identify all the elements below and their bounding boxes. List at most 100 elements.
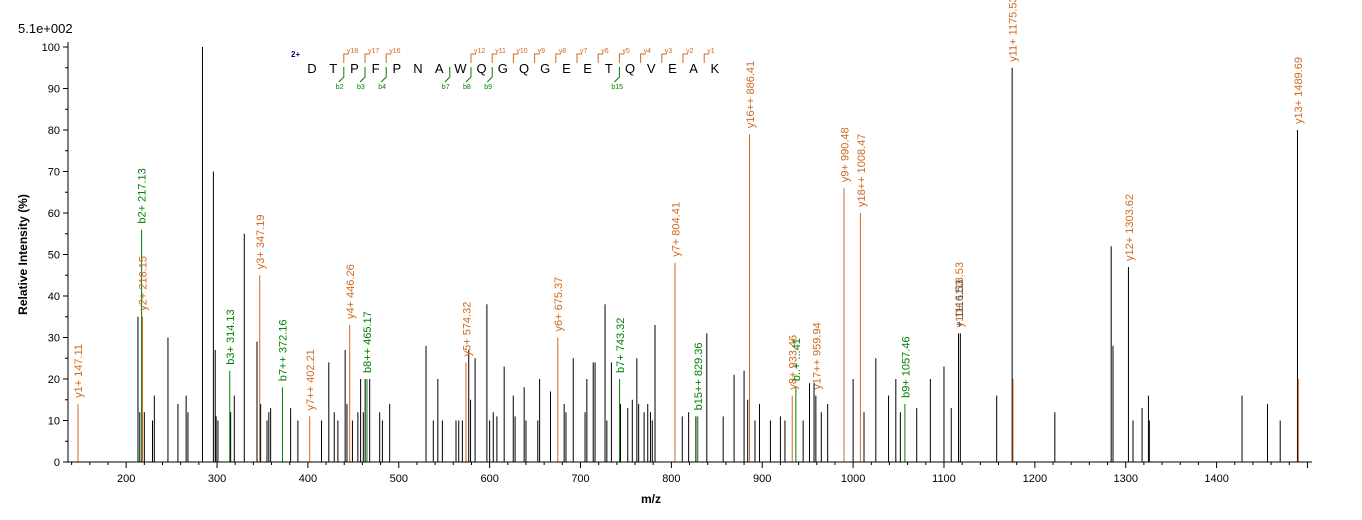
y-ion-bracket	[618, 53, 625, 63]
y-tick-label: 80	[48, 125, 60, 137]
sequence-residue: A	[689, 61, 698, 76]
y-ion-label: y16	[389, 48, 400, 55]
b-ion-label: b8	[463, 84, 471, 91]
y-ion-bracket	[682, 53, 688, 63]
b-ion-label: b15	[611, 84, 623, 91]
sequence-residue: E	[668, 61, 677, 76]
sequence-residue: P	[350, 61, 359, 76]
x-tick-label: 600	[480, 473, 498, 485]
y-ion-bracket	[343, 53, 349, 63]
sequence-residue: E	[583, 61, 592, 76]
y-ion-bracket	[534, 53, 540, 63]
sequence-residue: Q	[625, 61, 635, 76]
sequence-residue: N	[413, 61, 422, 76]
peak-label: b9+ 1057.46	[900, 336, 912, 397]
peak-series	[77, 47, 1299, 462]
peak-label: y12+ 1303.62	[1124, 194, 1136, 261]
y-ion-bracket	[555, 53, 561, 63]
y-ion-bracket	[661, 53, 667, 63]
y-ion-label: y3	[665, 48, 673, 55]
sequence-residue: E	[562, 61, 571, 76]
y-tick-label: 40	[48, 291, 60, 303]
y-tick-label: 60	[48, 208, 60, 220]
peak-label: b7+ 743.32	[615, 318, 627, 373]
y-ion-label: y18	[347, 48, 358, 55]
y-ion-bracket	[703, 53, 710, 63]
y-ion-bracket	[640, 53, 646, 63]
b-ion-bracket	[465, 67, 472, 83]
y-ion-label: y17	[368, 48, 379, 55]
x-tick-label: 700	[571, 473, 589, 485]
peak-label: b8++ 465.17	[362, 311, 374, 373]
y-ion-label: y12	[474, 48, 485, 55]
y-tick-label: 100	[42, 42, 60, 54]
y-tick-label: 10	[48, 416, 60, 428]
b-ion-bracket	[614, 67, 620, 83]
b-ion-label: b2	[336, 84, 344, 91]
peak-label: y1+ 147.11	[73, 344, 85, 398]
sequence-residue: F	[372, 61, 380, 76]
y-ion-bracket	[385, 53, 392, 63]
sequence-residue: D	[307, 61, 316, 76]
x-tick-label: 1300	[1113, 473, 1137, 485]
y-ion-label: y1	[707, 48, 715, 55]
peak-label: y3+ 347.19	[255, 215, 267, 270]
peak-label: y7+ 804.41	[670, 202, 682, 257]
axes: 0 10 20 30 40 50 60 70 80 90 100 200 300 400 500 600 700…	[42, 42, 1312, 485]
x-axis-title: m/z	[641, 492, 661, 506]
y-ion-bracket	[576, 53, 582, 63]
b-ion-bracket	[444, 67, 451, 83]
x-tick-label: 400	[299, 473, 317, 485]
peak-label: y11+ 1175.53	[1008, 0, 1020, 62]
peak-label: y6+ 675.37	[553, 277, 565, 332]
y-ion-bracket	[364, 53, 370, 63]
sequence-residue: A	[435, 61, 444, 76]
sequence-residue: T	[605, 61, 613, 76]
y-ion-bracket	[491, 53, 498, 63]
peak-label: y9+ 990.48	[839, 127, 851, 182]
y-ion-label: y9	[538, 48, 546, 55]
intensity-scale-label: 5.1e+002	[18, 21, 73, 36]
y-ion-bracket	[470, 53, 476, 63]
charge-state-label: 2+	[291, 50, 300, 59]
peak-label: y4+ 446.26	[345, 264, 357, 319]
peak-label: b2+ 217.13	[137, 168, 149, 223]
b-ion-label: b7	[442, 84, 450, 91]
x-tick-label: 800	[662, 473, 680, 485]
y-tick-label: 20	[48, 374, 60, 386]
y-axis-title: Relative Intensity (%)	[16, 194, 30, 315]
x-tick-label: 1200	[1023, 473, 1047, 485]
x-tick-label: 900	[753, 473, 771, 485]
y-tick-label: 30	[48, 333, 60, 345]
x-tick-label: 300	[208, 473, 226, 485]
peak-label: y17++ 959.94	[812, 322, 824, 389]
y-ion-bracket	[597, 53, 604, 63]
b-ion-bracket	[338, 67, 345, 83]
x-tick-label: 1000	[841, 473, 865, 485]
y-ion-label: y5	[622, 48, 630, 55]
x-tick-label: 500	[390, 473, 408, 485]
y-tick-label: 70	[48, 167, 60, 179]
y-tick-label: 50	[48, 250, 60, 262]
y-ion-label: y7	[580, 48, 588, 55]
peak-label: y7++ 402.21	[305, 349, 317, 410]
y-ion-label: y6	[601, 48, 609, 55]
y-ion-label: y2	[686, 48, 694, 55]
b-ion-label: b9	[484, 84, 492, 91]
sequence-residue: G	[498, 61, 508, 76]
sequence-residue: K	[710, 61, 719, 76]
y-ion-label: y8	[559, 48, 567, 55]
sequence-residue: G	[540, 61, 550, 76]
y-ion-bracket	[512, 53, 519, 63]
peak-label: y5+ 574.32	[461, 302, 473, 357]
b-ion-label: b3	[357, 84, 365, 91]
peak-label: y10+ 1118.53	[954, 262, 966, 327]
y-ion-label: y10	[516, 48, 527, 55]
y-tick-label: 0	[54, 457, 60, 469]
y-ion-label: y11	[495, 48, 506, 55]
b-ion-bracket	[486, 67, 493, 83]
peak-label: b3+ 314.13	[225, 309, 237, 364]
peak-label: y18++ 1008.47	[856, 134, 868, 207]
x-tick-label: 1100	[932, 473, 956, 485]
